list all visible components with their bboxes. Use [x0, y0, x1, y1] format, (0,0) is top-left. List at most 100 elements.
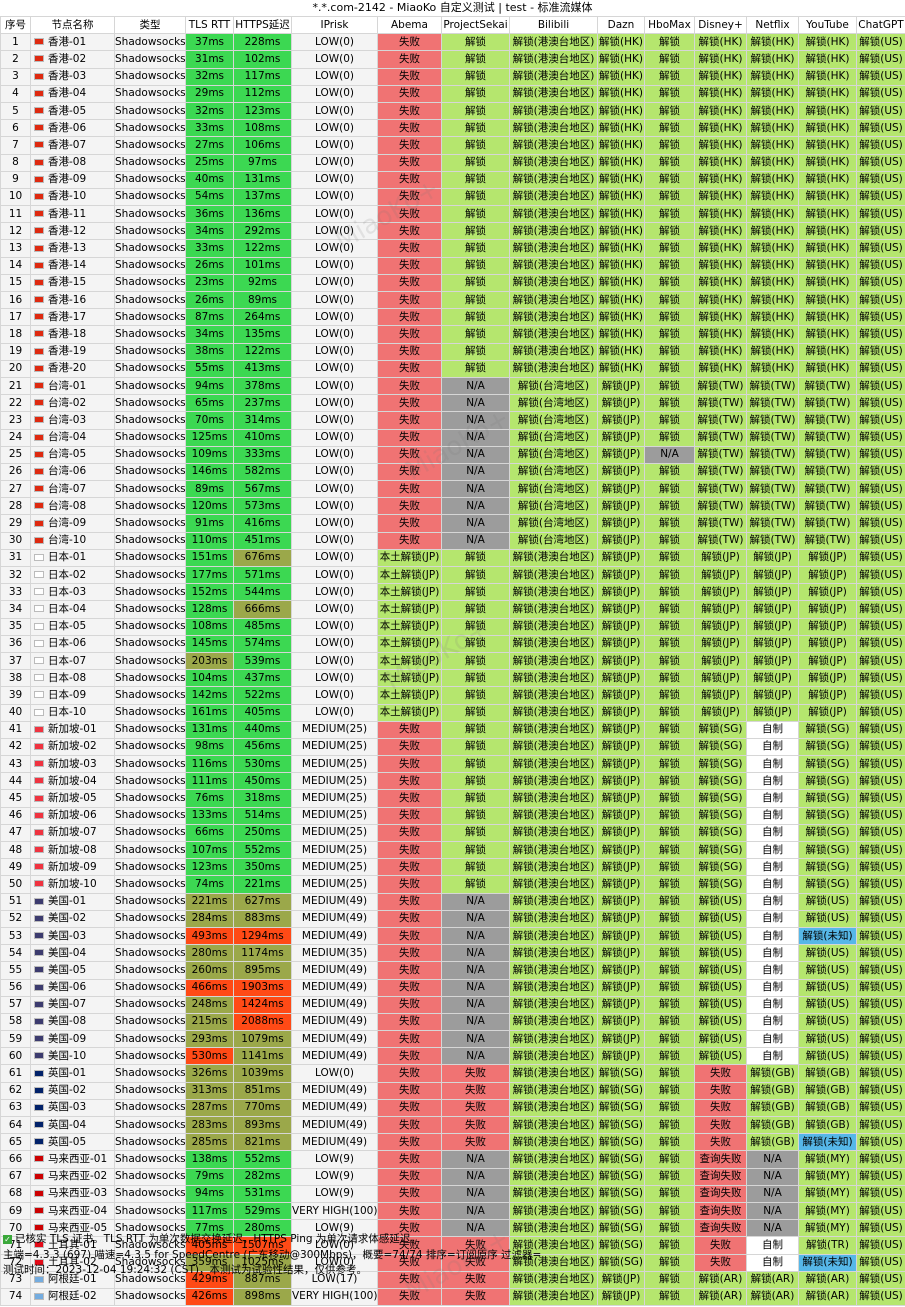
cell-hbomax: 解锁: [645, 1031, 695, 1048]
cell-bilibili: 解锁(港澳台地区): [510, 34, 598, 51]
cell-chatgpt: 解锁(US): [857, 807, 905, 824]
cell-bilibili: 解锁(港澳台地区): [510, 721, 598, 738]
cell-hbomax: 解锁: [645, 1099, 695, 1116]
cell-netflix: 解锁(HK): [747, 257, 799, 274]
header-hbomax[interactable]: HboMax: [645, 17, 695, 34]
cell-https-delay: 1039ms: [234, 1065, 292, 1082]
cell-abema: 失败: [378, 1117, 442, 1134]
cell-hbomax: 解锁: [645, 515, 695, 532]
cell-iprisk: MEDIUM(49): [292, 1031, 378, 1048]
cell-abema: 失败: [378, 1099, 442, 1116]
cell-tls-rtt: 284ms: [186, 910, 234, 927]
cell-https-delay: 131ms: [234, 171, 292, 188]
cell-node-name: 日本-10: [31, 704, 115, 721]
cell-youtube: 解锁(HK): [799, 85, 857, 102]
cell-dazn: 解锁(HK): [598, 274, 645, 291]
cell-tls-rtt: 125ms: [186, 429, 234, 446]
cell-tls-rtt: 248ms: [186, 996, 234, 1013]
cell-dazn: 解锁(HK): [598, 343, 645, 360]
header-projectsekai[interactable]: ProjectSekai: [442, 17, 510, 34]
cell-netflix: 自制: [747, 876, 799, 893]
cell-disney: 解锁(US): [695, 1031, 747, 1048]
header-chatgpt[interactable]: ChatGPT: [857, 17, 905, 34]
cell-hbomax: 解锁: [645, 171, 695, 188]
cell-disney: 解锁(US): [695, 893, 747, 910]
cell-https-delay: 221ms: [234, 876, 292, 893]
cell-abema: 失败: [378, 309, 442, 326]
cell-tls-rtt: 107ms: [186, 842, 234, 859]
cell-youtube: 解锁(SG): [799, 738, 857, 755]
cell-dazn: 解锁(HK): [598, 154, 645, 171]
header-dazn[interactable]: Dazn: [598, 17, 645, 34]
cell-iprisk: LOW(0): [292, 102, 378, 119]
cell-dazn: 解锁(HK): [598, 206, 645, 223]
cell-netflix: 解锁(HK): [747, 223, 799, 240]
cell-youtube: 解锁(GB): [799, 1082, 857, 1099]
cell-type: Shadowsocks: [115, 567, 186, 584]
cell-disney: 解锁(HK): [695, 188, 747, 205]
header-index[interactable]: 序号: [1, 17, 31, 34]
cell-chatgpt: 解锁(US): [857, 996, 905, 1013]
cell-type: Shadowsocks: [115, 85, 186, 102]
cell-youtube: 解锁(TW): [799, 463, 857, 480]
cell-disney: 解锁(JP): [695, 635, 747, 652]
cell-youtube: 解锁(US): [799, 1031, 857, 1048]
header-disney[interactable]: Disney+: [695, 17, 747, 34]
header-netflix[interactable]: Netflix: [747, 17, 799, 34]
cell-hbomax: 解锁: [645, 429, 695, 446]
cell-disney: 解锁(HK): [695, 85, 747, 102]
cell-disney: 解锁(HK): [695, 120, 747, 137]
cell-hbomax: 解锁: [645, 790, 695, 807]
node-name-text: 香港-06: [48, 122, 86, 134]
header-type[interactable]: 类型: [115, 17, 186, 34]
header-abema[interactable]: Abema: [378, 17, 442, 34]
cell-youtube: 解锁(TW): [799, 412, 857, 429]
header-https-delay[interactable]: HTTPS延迟: [234, 17, 292, 34]
cell-tls-rtt: 55ms: [186, 360, 234, 377]
flag-icon: [34, 279, 44, 286]
cell-node-name: 日本-01: [31, 549, 115, 566]
cell-type: Shadowsocks: [115, 601, 186, 618]
header-bilibili[interactable]: Bilibili: [510, 17, 598, 34]
cell-dazn: 解锁(HK): [598, 257, 645, 274]
cell-projectsekai: 解锁: [442, 240, 510, 257]
cell-iprisk: LOW(9): [292, 1168, 378, 1185]
cell-type: Shadowsocks: [115, 309, 186, 326]
cell-chatgpt: 解锁(US): [857, 618, 905, 635]
header-youtube[interactable]: YouTube: [799, 17, 857, 34]
footer: ✓已核实 TLS 证书。TLS RTT 为单次数据交换延迟，HTTPS Ping…: [0, 1232, 905, 1279]
cell-disney: 解锁(US): [695, 927, 747, 944]
cell-dazn: 解锁(HK): [598, 240, 645, 257]
header-tls-rtt[interactable]: TLS RTT: [186, 17, 234, 34]
cell-projectsekai: 解锁: [442, 824, 510, 841]
flag-icon: [34, 1224, 44, 1231]
node-name-text: 新加坡-02: [48, 740, 97, 752]
cell-tls-rtt: 120ms: [186, 498, 234, 515]
cell-type: Shadowsocks: [115, 1031, 186, 1048]
header-iprisk[interactable]: IPrisk: [292, 17, 378, 34]
node-name-text: 香港-14: [48, 259, 86, 271]
cell-abema: 失败: [378, 1202, 442, 1219]
cell-https-delay: 135ms: [234, 326, 292, 343]
cell-netflix: 解锁(HK): [747, 274, 799, 291]
cell-index: 47: [1, 824, 31, 841]
cell-youtube: 解锁(TW): [799, 515, 857, 532]
cell-disney: 解锁(HK): [695, 360, 747, 377]
cell-projectsekai: N/A: [442, 429, 510, 446]
cell-disney: 解锁(HK): [695, 206, 747, 223]
cell-iprisk: LOW(0): [292, 85, 378, 102]
header-node-name[interactable]: 节点名称: [31, 17, 115, 34]
cell-abema: 失败: [378, 996, 442, 1013]
cell-index: 19: [1, 343, 31, 360]
cell-index: 42: [1, 738, 31, 755]
cell-type: Shadowsocks: [115, 1202, 186, 1219]
cell-youtube: 解锁(SG): [799, 807, 857, 824]
cell-index: 13: [1, 240, 31, 257]
cell-youtube: 解锁(MY): [799, 1151, 857, 1168]
cell-youtube: 解锁(GB): [799, 1099, 857, 1116]
